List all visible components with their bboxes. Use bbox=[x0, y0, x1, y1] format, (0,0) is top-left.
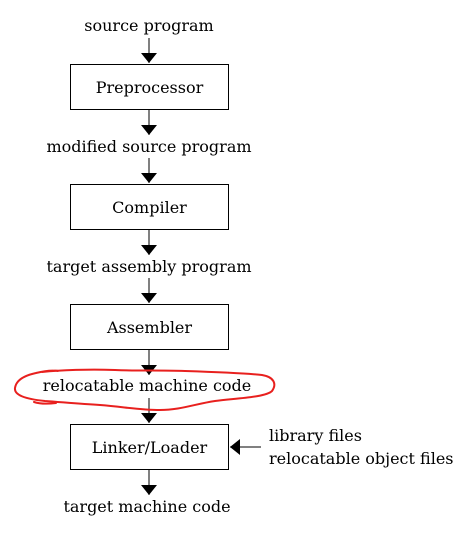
target-assembly-program-label: target assembly program bbox=[46, 257, 252, 276]
linker-loader-box: Linker/Loader bbox=[70, 424, 229, 470]
source-program-label: source program bbox=[84, 16, 214, 35]
library-files-label: library files bbox=[269, 426, 362, 445]
compiler-label: Compiler bbox=[112, 197, 187, 217]
linker-loader-label: Linker/Loader bbox=[91, 437, 208, 457]
preprocessor-box: Preprocessor bbox=[70, 64, 229, 110]
relocatable-machine-code-label: relocatable machine code bbox=[42, 376, 252, 395]
modified-source-program-label: modified source program bbox=[46, 137, 252, 156]
target-machine-code-label: target machine code bbox=[63, 497, 231, 516]
relocatable-object-files-label: relocatable object files bbox=[269, 449, 454, 468]
red-hand-drawn-circle bbox=[13, 368, 276, 411]
red-circle-tail bbox=[33, 401, 57, 405]
compiler-box: Compiler bbox=[70, 184, 229, 230]
assembler-box: Assembler bbox=[70, 304, 229, 350]
preprocessor-label: Preprocessor bbox=[95, 77, 204, 97]
assembler-label: Assembler bbox=[106, 317, 193, 337]
